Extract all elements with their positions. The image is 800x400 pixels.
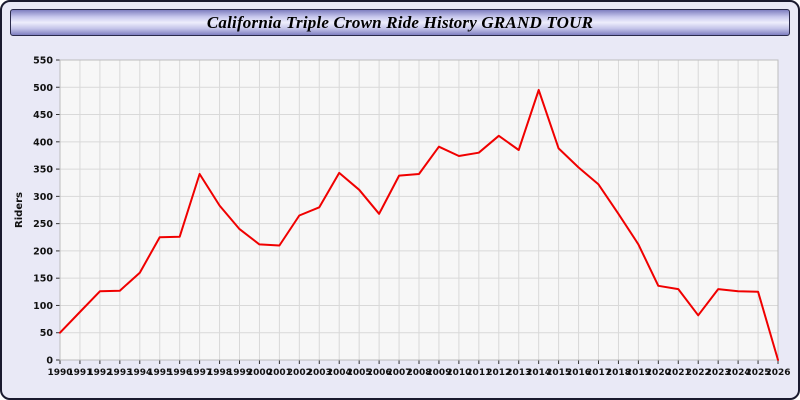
- svg-text:550: 550: [33, 56, 53, 67]
- svg-text:2000: 2000: [247, 368, 272, 378]
- svg-text:2003: 2003: [307, 368, 332, 378]
- svg-text:1992: 1992: [87, 368, 112, 378]
- svg-text:350: 350: [33, 165, 53, 176]
- svg-text:1991: 1991: [67, 368, 92, 378]
- svg-text:150: 150: [33, 274, 53, 285]
- svg-text:2009: 2009: [426, 368, 451, 378]
- svg-text:2026: 2026: [765, 368, 790, 378]
- svg-text:1993: 1993: [107, 368, 132, 378]
- svg-text:300: 300: [33, 192, 53, 203]
- svg-text:1990: 1990: [47, 368, 72, 378]
- svg-text:2021: 2021: [666, 368, 691, 378]
- svg-text:2012: 2012: [486, 368, 511, 378]
- svg-text:Riders: Riders: [14, 192, 25, 228]
- svg-text:2005: 2005: [347, 368, 372, 378]
- svg-text:2016: 2016: [566, 368, 591, 378]
- svg-text:450: 450: [33, 110, 53, 121]
- svg-text:400: 400: [33, 137, 53, 148]
- svg-text:200: 200: [33, 246, 53, 257]
- svg-text:1998: 1998: [207, 368, 232, 378]
- svg-text:2019: 2019: [626, 368, 651, 378]
- svg-text:100: 100: [33, 301, 53, 312]
- svg-text:1999: 1999: [227, 368, 252, 378]
- svg-text:1995: 1995: [147, 368, 172, 378]
- title-bar: California Triple Crown Ride History GRA…: [10, 9, 790, 36]
- svg-text:1996: 1996: [167, 368, 192, 378]
- chart-area: 0 50 100 150 200 250 300 350 400 450 500 550 1990 199…: [10, 44, 791, 394]
- svg-text:2024: 2024: [726, 368, 751, 378]
- svg-text:250: 250: [33, 219, 53, 230]
- svg-text:2020: 2020: [646, 368, 671, 378]
- svg-text:1994: 1994: [127, 368, 152, 378]
- svg-text:2014: 2014: [526, 368, 551, 378]
- svg-text:2018: 2018: [606, 368, 631, 378]
- svg-text:2022: 2022: [686, 368, 711, 378]
- svg-text:2013: 2013: [506, 368, 531, 378]
- svg-text:1997: 1997: [187, 368, 212, 378]
- svg-text:2006: 2006: [367, 368, 392, 378]
- svg-text:500: 500: [33, 83, 53, 94]
- svg-text:2015: 2015: [546, 368, 571, 378]
- svg-text:2010: 2010: [446, 368, 471, 378]
- svg-text:2007: 2007: [387, 368, 412, 378]
- svg-text:2025: 2025: [746, 368, 771, 378]
- svg-text:2004: 2004: [327, 368, 352, 378]
- svg-text:2011: 2011: [466, 368, 491, 378]
- svg-text:0: 0: [46, 356, 53, 367]
- svg-text:2008: 2008: [406, 368, 431, 378]
- svg-text:2017: 2017: [586, 368, 611, 378]
- svg-text:2001: 2001: [267, 368, 292, 378]
- svg-text:2002: 2002: [287, 368, 312, 378]
- page-title: California Triple Crown Ride History GRA…: [206, 12, 594, 32]
- svg-text:50: 50: [40, 328, 54, 339]
- line-chart: 0501001502002503003504004505005501990199…: [14, 56, 791, 379]
- svg-text:2023: 2023: [706, 368, 731, 378]
